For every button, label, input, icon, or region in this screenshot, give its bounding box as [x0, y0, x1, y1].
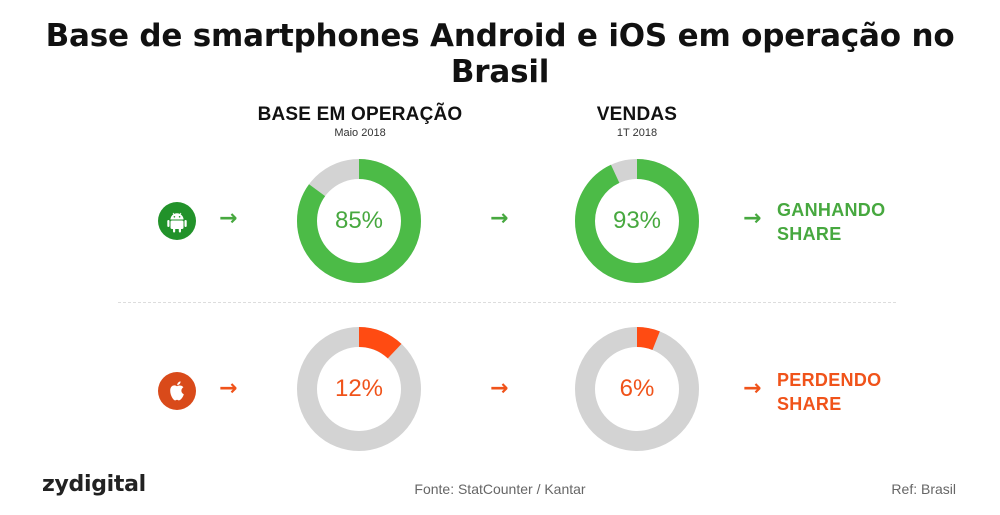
page-title: Base de smartphones Android e iOS em ope… — [45, 18, 955, 90]
donut-ring — [575, 159, 699, 283]
source-note: Fonte: StatCounter / Kantar — [414, 481, 586, 497]
android-icon — [158, 202, 196, 240]
donut-ios-vendas: 6% — [575, 327, 699, 451]
column-subheading: 1T 2018 — [616, 127, 658, 139]
donut-ios-base: 12% — [297, 327, 421, 451]
donut-value-arc — [575, 327, 699, 451]
column-heading: VENDAS — [596, 104, 678, 125]
status-line: GANHANDO — [777, 200, 886, 220]
ref-note: Ref: Brasil — [891, 481, 956, 497]
donut-ring — [575, 327, 699, 451]
donut-ring — [297, 327, 421, 451]
donut-value-arc — [297, 327, 421, 451]
donut-value-arc — [297, 159, 421, 283]
donut-android-vendas: 93% — [575, 159, 699, 283]
donut-ring — [297, 159, 421, 283]
arrow-icon: → — [743, 206, 762, 231]
donut-android-base: 85% — [297, 159, 421, 283]
apple-icon — [158, 372, 196, 410]
arrow-icon: → — [219, 206, 238, 231]
status-android: GANHANDO SHARE — [777, 198, 885, 246]
column-heading: BASE EM OPERAÇÃO — [257, 104, 463, 125]
column-subheading: Maio 2018 — [334, 127, 386, 139]
status-ios: PERDENDO SHARE — [777, 368, 881, 416]
donut-value-label: 85% — [334, 207, 384, 234]
arrow-icon: → — [490, 376, 509, 401]
column-header-vendas: VENDAS 1T 2018 — [507, 104, 767, 139]
row-divider — [118, 302, 896, 303]
status-line: SHARE — [777, 394, 842, 414]
arrow-icon: → — [490, 206, 509, 231]
column-header-base: BASE EM OPERAÇÃO Maio 2018 — [230, 104, 490, 139]
arrow-icon: → — [743, 376, 762, 401]
arrow-icon: → — [219, 376, 238, 401]
status-line: PERDENDO — [777, 370, 882, 390]
donut-value-label: 93% — [612, 207, 662, 234]
donut-value-label: 6% — [619, 375, 655, 402]
brand-logo: zydigital — [42, 472, 146, 497]
status-line: SHARE — [777, 224, 842, 244]
donut-value-label: 12% — [334, 375, 384, 402]
donut-value-arc — [575, 159, 699, 283]
